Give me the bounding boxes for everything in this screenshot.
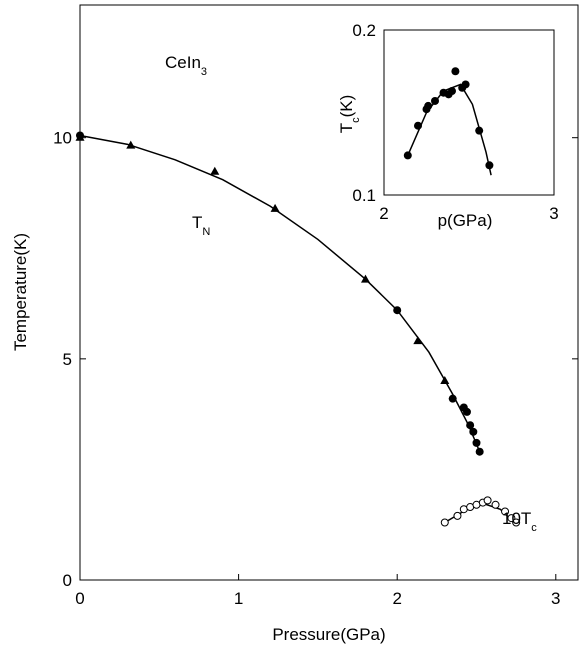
point <box>485 161 494 170</box>
open-point <box>453 511 462 520</box>
y-tick-label: 5 <box>63 350 72 369</box>
annotation-sub: N <box>202 226 210 238</box>
open-point <box>440 518 449 527</box>
x-tick-label: 3 <box>551 589 560 608</box>
annotation-main: T <box>192 213 202 232</box>
point <box>461 80 470 89</box>
point <box>475 126 484 135</box>
point <box>414 121 422 130</box>
annotation-sub: 3 <box>201 66 207 78</box>
inset-y-label-sub: c <box>350 117 362 123</box>
plot-frame <box>383 29 555 196</box>
inset-x-label: p(GPa) <box>438 211 493 230</box>
open-point <box>507 514 516 523</box>
inset-y-label-after: (K) <box>337 95 356 118</box>
annotation-main: 10T <box>502 509 531 528</box>
point <box>451 67 460 76</box>
triangle-point <box>210 166 220 175</box>
x-tick-label: 2 <box>379 204 388 223</box>
point <box>469 427 478 436</box>
y-tick-label: 0.2 <box>352 21 376 40</box>
annotation: 10Tc <box>502 509 537 534</box>
annotation-sub: c <box>531 522 537 534</box>
open-point <box>491 500 500 509</box>
triangle-point <box>360 274 370 283</box>
x-tick-label: 1 <box>234 589 243 608</box>
point <box>448 394 457 403</box>
point <box>431 96 439 105</box>
point <box>76 131 84 140</box>
triangle-point <box>126 140 136 149</box>
x-tick-label: 0 <box>75 589 84 608</box>
point <box>472 438 481 447</box>
point <box>424 101 433 110</box>
x-tick-label: 3 <box>549 204 558 223</box>
x-axis-label: Pressure(GPa) <box>272 625 385 644</box>
point <box>462 407 471 416</box>
triangle-point <box>270 203 280 212</box>
inset-y-label: Tc(K) <box>337 95 362 134</box>
point <box>403 151 412 160</box>
x-tick-label: 2 <box>392 589 401 608</box>
y-tick-label: 0.1 <box>352 186 376 205</box>
point <box>466 421 475 430</box>
triangle-point <box>440 375 450 384</box>
inset-y-label-main: T <box>337 123 356 133</box>
open-point <box>501 507 510 516</box>
point <box>393 306 402 315</box>
point <box>475 447 484 456</box>
y-tick-label: 0 <box>63 571 72 590</box>
y-axis-label: Temperature(K) <box>11 233 30 351</box>
annotation: CeIn3 <box>165 53 207 78</box>
open-point <box>512 518 521 527</box>
annotation: TN <box>192 213 210 238</box>
open-point <box>483 496 492 505</box>
y-tick-label: 10 <box>53 129 72 148</box>
annotation-main: CeIn <box>165 53 201 72</box>
point <box>448 87 456 96</box>
triangle-point <box>413 336 423 345</box>
